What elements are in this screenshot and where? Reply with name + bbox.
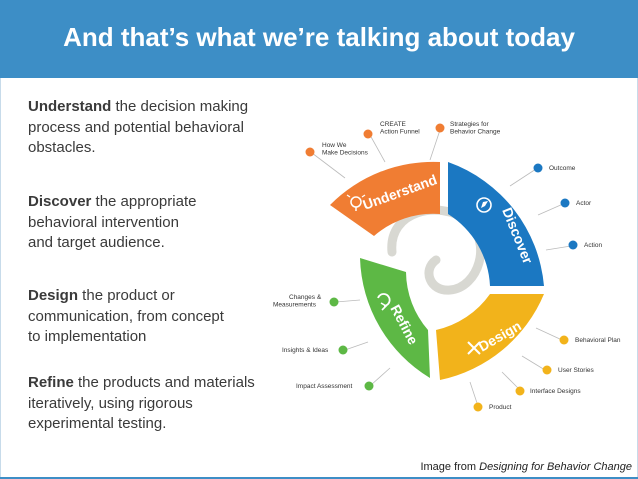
output-how-we-make-decisions: How We Make Decisions [322, 142, 369, 157]
caption-source: Designing for Behavior Change [479, 461, 632, 473]
step-text: to implementation [28, 328, 147, 345]
output-actor: Actor [576, 200, 592, 207]
tools-icon [467, 341, 481, 355]
step-understand: Understand the decision making process a… [28, 97, 288, 159]
output-dot [533, 163, 543, 173]
step-term: Refine [28, 374, 74, 391]
step-text: the product or [78, 287, 175, 304]
segment-design [436, 294, 544, 380]
step-term: Design [28, 287, 79, 304]
output-dot [363, 129, 373, 139]
step-text: the appropriate [91, 193, 197, 210]
title-bar: And that’s what we’re talking about toda… [0, 0, 638, 78]
output-product: Product [489, 404, 512, 411]
image-credit: Image from Designing for Behavior Change [420, 461, 632, 473]
output-dot [364, 381, 374, 391]
output-dot [560, 198, 570, 208]
step-text: the decision making [111, 98, 249, 115]
output-outcome: Outcome [549, 165, 576, 172]
step-text: and target audience. [28, 234, 165, 251]
step-text: the products and materials [73, 374, 255, 391]
step-text: obstacles. [28, 139, 96, 156]
left-border [0, 78, 1, 479]
output-dot [515, 386, 525, 396]
output-changes-measurements: Changes & Measurements [273, 294, 322, 309]
output-impact-assessment: Impact Assessment [296, 383, 353, 390]
step-term: Understand [28, 98, 112, 115]
step-term: Discover [28, 193, 92, 210]
step-text: iteratively, using rigorous [28, 394, 193, 412]
slide-title: And that’s what we’re talking about toda… [63, 22, 575, 52]
output-dot [305, 147, 315, 157]
refresh-icon [377, 293, 391, 311]
step-text: experimental testing. [28, 415, 167, 432]
output-dot [559, 335, 569, 345]
lightbulb-icon [346, 194, 366, 211]
step-discover: Discover the appropriate behavioral inte… [28, 192, 288, 254]
caption-prefix: Image from [420, 461, 480, 473]
output-interface-designs: Interface Designs [530, 388, 581, 395]
compass-icon [476, 197, 492, 213]
segment-refine [360, 258, 430, 378]
output-dot [435, 123, 445, 133]
segment-discover [448, 162, 544, 286]
step-design: Design the product or communication, fro… [28, 286, 288, 348]
output-insights-ideas: Insights & Ideas [282, 347, 329, 354]
output-dot [473, 402, 483, 412]
step-text: process and potential behavioral [28, 118, 244, 136]
output-create-action-funnel: CREATE Action Funnel [380, 121, 420, 136]
segment-understand [330, 161, 440, 236]
output-behavioral-plan: Behavioral Plan [575, 337, 621, 344]
output-user-stories: User Stories [558, 367, 595, 374]
output-dot [542, 365, 552, 375]
bottom-border [0, 477, 638, 479]
output-strategies-for-behavior-change: Strategies for Behavior Change [450, 121, 501, 136]
behavior-change-cycle-diagram: Understand Discover Design Refine How We… [273, 121, 621, 412]
output-dot [329, 297, 339, 307]
output-dot [338, 345, 348, 355]
step-refine: Refine the products and materials iterat… [28, 373, 288, 435]
step-text: behavioral intervention [28, 213, 179, 231]
step-text: communication, from concept [28, 307, 224, 325]
output-action: Action [584, 242, 602, 249]
output-dot [568, 240, 578, 250]
